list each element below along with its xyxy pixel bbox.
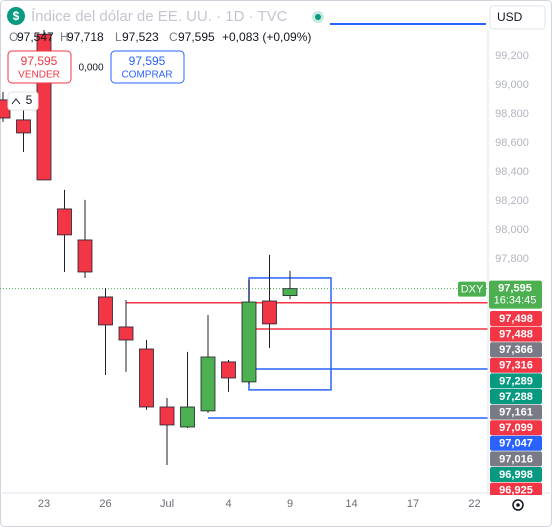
sell-button[interactable]: [7, 50, 72, 84]
ohlc-prefix: H: [60, 30, 69, 44]
price-label: 97,316: [499, 360, 533, 372]
x-tick-label: 22: [468, 498, 480, 510]
price-label: 97,288: [499, 391, 533, 403]
indicator-count[interactable]: 5: [26, 93, 33, 107]
price-label: 97,047: [499, 438, 533, 450]
ohlc-prefix: C: [169, 30, 178, 44]
price-label: 97,016: [499, 453, 533, 465]
x-tick-label: Jul: [160, 498, 174, 510]
candle-body: [16, 119, 31, 134]
last-price: 97,595: [498, 283, 532, 295]
chevron[interactable]: [11, 98, 21, 105]
candle-body: [77, 239, 93, 273]
price-label: 97,498: [499, 313, 533, 325]
candle-body: [98, 296, 113, 326]
candle-body: [262, 300, 277, 325]
ohlc-value: 97,547: [17, 30, 54, 44]
price-label: 97,099: [499, 422, 533, 434]
ohlc-prefix: L: [115, 30, 122, 44]
change: +0,083 (+0,09%): [222, 30, 311, 44]
y-tick-label: 99,200: [495, 50, 529, 62]
price-label: 97,366: [499, 344, 533, 356]
x-tick-label: 17: [407, 498, 419, 510]
price-label-bg: [490, 357, 542, 373]
price-label: 97,161: [499, 407, 533, 419]
price-label-bg: [490, 326, 542, 342]
price-label-bg: [490, 467, 542, 482]
candle-body: [200, 356, 216, 412]
ohlc-value: 97,523: [122, 30, 159, 44]
price-label-bg: [490, 404, 542, 420]
chart-title: Índice del dólar de EE. UU. · 1D · TVC: [31, 8, 288, 25]
price-label-bg: [490, 389, 542, 404]
candle-body: [139, 348, 154, 408]
settings-icon[interactable]: [516, 503, 520, 507]
indicator-toggle[interactable]: [7, 91, 39, 111]
y-tick-label: 99,000: [495, 79, 529, 91]
price-label: 97,488: [499, 329, 533, 341]
y-tick-label: 98,200: [495, 195, 529, 207]
x-tick-label: 26: [99, 498, 111, 510]
candle-body: [282, 288, 298, 297]
y-tick-label: 97,800: [495, 253, 529, 265]
spread: 0,000: [78, 63, 103, 74]
price-label-bg: [490, 342, 542, 358]
x-tick-label: 4: [225, 498, 231, 510]
status-dot: [315, 14, 321, 20]
ohlc-legend: O97,547 H97,718 L 97,523 C 97,595 +0,083 (+0,0…: [9, 30, 311, 44]
x-tick-label: 14: [345, 498, 357, 510]
price-label-bg: [490, 451, 542, 467]
price-label-bg: [490, 311, 542, 326]
x-tick-label: 23: [38, 498, 50, 510]
countdown: 16:34:45: [494, 295, 537, 307]
candle-body: [159, 406, 175, 426]
price-label-bg: [490, 420, 542, 436]
settings-icon[interactable]: [512, 499, 524, 511]
buy-price[interactable]: 97,595: [129, 54, 166, 68]
candle-body: [221, 361, 236, 379]
price-label: 97,289: [499, 375, 533, 387]
currency-button[interactable]: [489, 5, 546, 30]
ohlc-value: 97,595: [178, 30, 215, 44]
x-tick-label: 9: [287, 498, 293, 510]
candle-body: [180, 406, 195, 428]
price-label-bg: [490, 482, 542, 495]
sell-price[interactable]: 97,595: [21, 54, 58, 68]
candle-body: [241, 301, 257, 383]
y-tick-label: 98,400: [495, 166, 529, 178]
ohlc-value: 97,718: [67, 30, 104, 44]
symbol-icon: [7, 7, 25, 25]
ohlc-prefix: O: [9, 30, 18, 44]
price-label-bg: [490, 373, 542, 389]
symbol-tag: [458, 281, 486, 297]
last-price-box: [489, 280, 542, 309]
buy-text[interactable]: COMPRAR: [121, 70, 172, 81]
y-tick-label: 98,800: [495, 108, 529, 120]
buy-button[interactable]: [110, 50, 185, 84]
price-label: 96,925: [499, 485, 533, 497]
price-axis: [490, 311, 542, 495]
symbol-tag-text: DXY: [461, 284, 484, 296]
y-tick-label: 98,600: [495, 137, 529, 149]
candle-body: [118, 326, 134, 341]
y-tick-label: 98,000: [495, 224, 529, 236]
sell-text[interactable]: VENDER: [18, 70, 60, 81]
candle-body: [57, 208, 72, 236]
currency[interactable]: USD: [497, 10, 523, 24]
price-label: 96,998: [499, 469, 533, 481]
symbol-icon-text: $: [13, 9, 20, 23]
price-label-bg: [490, 435, 542, 451]
